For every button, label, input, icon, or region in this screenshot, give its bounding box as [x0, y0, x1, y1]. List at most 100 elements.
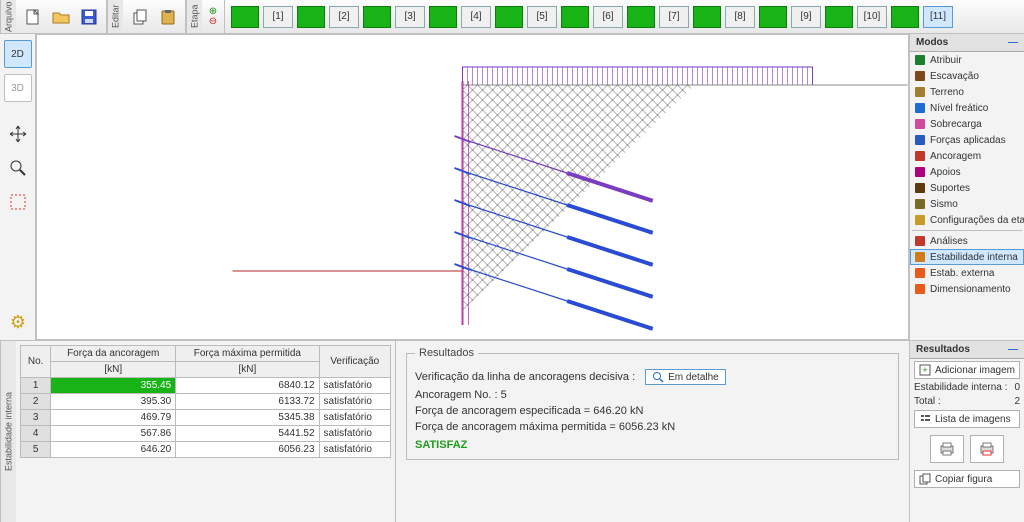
col-unit1: [kN]	[51, 362, 176, 378]
mode-item[interactable]: Ancoragem	[910, 148, 1024, 164]
mode-item[interactable]: Análises	[910, 233, 1024, 249]
cell: 5	[21, 442, 51, 458]
mode-item[interactable]: Estabilidade interna	[910, 249, 1024, 265]
stage-num[interactable]: [11]	[923, 6, 953, 28]
view-2d-button[interactable]: 2D	[4, 40, 32, 68]
results-panel-minimize-icon[interactable]: —	[1008, 344, 1018, 355]
cell: 567.86	[51, 426, 176, 442]
stage-block[interactable]	[297, 6, 325, 28]
new-file-button[interactable]	[20, 4, 46, 30]
stage-num[interactable]: [8]	[725, 6, 755, 28]
mode-item[interactable]: Apoios	[910, 164, 1024, 180]
mode-icon	[914, 235, 926, 247]
print-color-button[interactable]	[970, 435, 1004, 463]
stage-block[interactable]	[891, 6, 919, 28]
cell: satisfatório	[319, 410, 390, 426]
stage-block[interactable]	[759, 6, 787, 28]
mode-item[interactable]: Estab. externa	[910, 265, 1024, 281]
anchor-table-wrap: No. Força da ancoragem Força máxima perm…	[16, 341, 396, 522]
table-row[interactable]: 5646.206056.23satisfatório	[21, 442, 391, 458]
mode-item[interactable]: Sismo	[910, 196, 1024, 212]
em-detalhe-button[interactable]: Em detalhe	[645, 369, 726, 385]
em-detalhe-label: Em detalhe	[668, 372, 719, 383]
stage-num[interactable]: [4]	[461, 6, 491, 28]
mode-item[interactable]: Forças aplicadas	[910, 132, 1024, 148]
mode-item[interactable]: Dimensionamento	[910, 281, 1024, 297]
tab-editar[interactable]: Editar	[107, 0, 123, 33]
table-row[interactable]: 4567.865441.52satisfatório	[21, 426, 391, 442]
stage-num[interactable]: [9]	[791, 6, 821, 28]
tab-etapa[interactable]: Etapa	[186, 0, 202, 33]
rr-row2-label: Total :	[914, 396, 941, 407]
mode-item[interactable]: Atribuir	[910, 52, 1024, 68]
add-stage-button[interactable]: ⊕	[206, 7, 220, 17]
stage-block[interactable]	[363, 6, 391, 28]
cell: 469.79	[51, 410, 176, 426]
tab-arquivo[interactable]: Arquivo	[0, 0, 16, 33]
rr-row1-val: 0	[1014, 382, 1020, 393]
cell: satisfatório	[319, 378, 390, 394]
stage-num[interactable]: [10]	[857, 6, 887, 28]
table-row[interactable]: 1355.456840.12satisfatório	[21, 378, 391, 394]
mode-item[interactable]: Terreno	[910, 84, 1024, 100]
results-pane: Resultados Verificação da linha de ancor…	[396, 341, 909, 522]
image-list-button[interactable]: Lista de imagens	[914, 410, 1020, 428]
stage-block[interactable]	[495, 6, 523, 28]
cell: 3	[21, 410, 51, 426]
stage-block[interactable]	[429, 6, 457, 28]
stage-num[interactable]: [7]	[659, 6, 689, 28]
cell: 6840.12	[176, 378, 319, 394]
cell: 5345.38	[176, 410, 319, 426]
stage-num[interactable]: [6]	[593, 6, 623, 28]
anchor-table: No. Força da ancoragem Força máxima perm…	[20, 345, 391, 458]
mode-icon	[914, 86, 926, 98]
stage-block[interactable]	[693, 6, 721, 28]
stage-block[interactable]	[627, 6, 655, 28]
results-line4: Força de ancoragem máxima permitida = 60…	[415, 421, 675, 433]
copy-button[interactable]	[127, 4, 153, 30]
results-satisfaz: SATISFAZ	[415, 439, 890, 451]
print-button[interactable]	[930, 435, 964, 463]
stage-num[interactable]: [5]	[527, 6, 557, 28]
view-3d-button[interactable]: 3D	[4, 74, 32, 102]
mode-item[interactable]: Nível freático	[910, 100, 1024, 116]
add-image-button[interactable]: + Adicionar imagem	[914, 361, 1020, 379]
mode-icon	[914, 134, 926, 146]
rr-row2-val: 2	[1014, 396, 1020, 407]
stage-block[interactable]	[561, 6, 589, 28]
fit-view-button[interactable]	[4, 188, 32, 216]
results-line2: Ancoragem No. : 5	[415, 389, 507, 401]
stage-num[interactable]: [1]	[263, 6, 293, 28]
mode-icon	[914, 251, 926, 263]
mode-label: Estab. externa	[930, 268, 994, 279]
mode-item[interactable]: Suportes	[910, 180, 1024, 196]
stage-block[interactable]	[231, 6, 259, 28]
remove-stage-button[interactable]: ⊖	[206, 17, 220, 27]
settings-button[interactable]: ⚙	[4, 308, 32, 336]
table-row[interactable]: 2395.306133.72satisfatório	[21, 394, 391, 410]
mode-item[interactable]: Sobrecarga	[910, 116, 1024, 132]
bottom-tab-label[interactable]: Estabilidade interna	[0, 341, 16, 522]
pan-button[interactable]	[4, 120, 32, 148]
zoom-button[interactable]	[4, 154, 32, 182]
copy-figure-button[interactable]: Copiar figura	[914, 470, 1020, 488]
mode-label: Configurações da etapa	[930, 215, 1024, 226]
open-file-button[interactable]	[48, 4, 74, 30]
stage-block[interactable]	[825, 6, 853, 28]
save-file-button[interactable]	[76, 4, 102, 30]
mode-icon	[914, 70, 926, 82]
paste-button[interactable]	[155, 4, 181, 30]
mode-label: Nível freático	[930, 103, 988, 114]
mode-icon	[914, 267, 926, 279]
mode-icon	[914, 182, 926, 194]
mode-label: Escavação	[930, 71, 979, 82]
mode-item[interactable]: Configurações da etapa	[910, 212, 1024, 228]
cell: 6133.72	[176, 394, 319, 410]
stage-num[interactable]: [2]	[329, 6, 359, 28]
mode-icon	[914, 198, 926, 210]
stage-num[interactable]: [3]	[395, 6, 425, 28]
table-row[interactable]: 3469.795345.38satisfatório	[21, 410, 391, 426]
mode-item[interactable]: Escavação	[910, 68, 1024, 84]
mode-label: Análises	[930, 236, 968, 247]
panel-minimize-icon[interactable]: —	[1008, 37, 1018, 48]
